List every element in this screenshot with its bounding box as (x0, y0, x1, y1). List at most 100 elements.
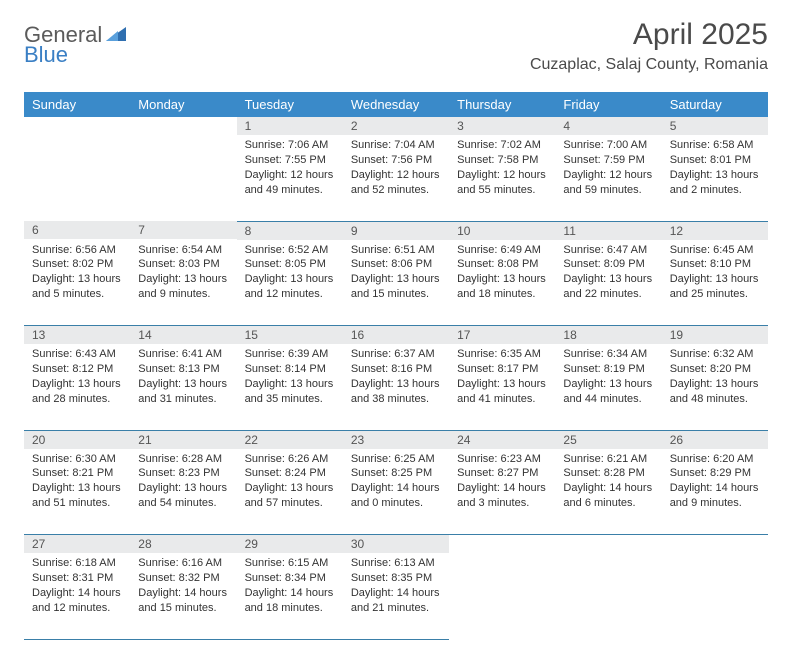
day-number: 3 (449, 117, 555, 135)
day-details: Sunrise: 7:00 AMSunset: 7:59 PMDaylight:… (555, 135, 661, 203)
day-number: 13 (24, 326, 130, 344)
weekday-header: Monday (130, 92, 236, 117)
day-number: 11 (555, 222, 661, 240)
day-number-cell: 29 (237, 535, 343, 554)
daylight: Daylight: 12 hours and 55 minutes. (457, 168, 547, 198)
weekday-header: Tuesday (237, 92, 343, 117)
sunrise: Sunrise: 6:35 AM (457, 347, 547, 362)
day-number-cell: 27 (24, 535, 130, 554)
sunrise: Sunrise: 6:34 AM (563, 347, 653, 362)
daylight: Daylight: 13 hours and 48 minutes. (670, 377, 760, 407)
location: Cuzaplac, Salaj County, Romania (530, 56, 768, 74)
day-number: 1 (237, 117, 343, 135)
sunset: Sunset: 7:56 PM (351, 153, 441, 168)
day-content-cell: Sunrise: 6:16 AMSunset: 8:32 PMDaylight:… (130, 553, 236, 639)
day-number-cell: 17 (449, 326, 555, 345)
day-number-cell: 5 (662, 117, 768, 135)
day-content-cell: Sunrise: 6:35 AMSunset: 8:17 PMDaylight:… (449, 344, 555, 430)
daylight: Daylight: 13 hours and 25 minutes. (670, 272, 760, 302)
day-number-cell (24, 117, 130, 135)
day-details: Sunrise: 6:35 AMSunset: 8:17 PMDaylight:… (449, 344, 555, 412)
day-content-cell (130, 135, 236, 221)
sunrise: Sunrise: 6:25 AM (351, 452, 441, 467)
day-details: Sunrise: 6:21 AMSunset: 8:28 PMDaylight:… (555, 449, 661, 517)
day-number: 16 (343, 326, 449, 344)
calendar-table: SundayMondayTuesdayWednesdayThursdayFrid… (24, 92, 768, 640)
sunrise: Sunrise: 6:30 AM (32, 452, 122, 467)
day-number: 26 (662, 431, 768, 449)
daylight: Daylight: 13 hours and 18 minutes. (457, 272, 547, 302)
day-number-cell: 15 (237, 326, 343, 345)
day-content-cell: Sunrise: 6:41 AMSunset: 8:13 PMDaylight:… (130, 344, 236, 430)
sunset: Sunset: 8:12 PM (32, 362, 122, 377)
daylight: Daylight: 12 hours and 52 minutes. (351, 168, 441, 198)
daylight: Daylight: 13 hours and 28 minutes. (32, 377, 122, 407)
day-content-cell: Sunrise: 6:52 AMSunset: 8:05 PMDaylight:… (237, 240, 343, 326)
day-content-cell: Sunrise: 6:32 AMSunset: 8:20 PMDaylight:… (662, 344, 768, 430)
day-details: Sunrise: 6:54 AMSunset: 8:03 PMDaylight:… (130, 240, 236, 308)
weekday-header: Saturday (662, 92, 768, 117)
day-content-cell: Sunrise: 6:51 AMSunset: 8:06 PMDaylight:… (343, 240, 449, 326)
day-details: Sunrise: 7:04 AMSunset: 7:56 PMDaylight:… (343, 135, 449, 203)
day-details: Sunrise: 6:47 AMSunset: 8:09 PMDaylight:… (555, 240, 661, 308)
daylight: Daylight: 13 hours and 15 minutes. (351, 272, 441, 302)
sunrise: Sunrise: 6:37 AM (351, 347, 441, 362)
daylight: Daylight: 13 hours and 22 minutes. (563, 272, 653, 302)
sunset: Sunset: 8:02 PM (32, 257, 122, 272)
day-content-cell: Sunrise: 6:45 AMSunset: 8:10 PMDaylight:… (662, 240, 768, 326)
daylight: Daylight: 13 hours and 5 minutes. (32, 272, 122, 302)
day-number: 5 (662, 117, 768, 135)
day-number: 19 (662, 326, 768, 344)
day-details: Sunrise: 6:20 AMSunset: 8:29 PMDaylight:… (662, 449, 768, 517)
day-number-cell: 18 (555, 326, 661, 345)
sunset: Sunset: 8:10 PM (670, 257, 760, 272)
sunset: Sunset: 8:27 PM (457, 466, 547, 481)
daylight: Daylight: 13 hours and 44 minutes. (563, 377, 653, 407)
day-content-cell: Sunrise: 7:02 AMSunset: 7:58 PMDaylight:… (449, 135, 555, 221)
day-content-cell: Sunrise: 7:00 AMSunset: 7:59 PMDaylight:… (555, 135, 661, 221)
day-details: Sunrise: 6:45 AMSunset: 8:10 PMDaylight:… (662, 240, 768, 308)
sunset: Sunset: 8:06 PM (351, 257, 441, 272)
day-details: Sunrise: 6:37 AMSunset: 8:16 PMDaylight:… (343, 344, 449, 412)
day-details: Sunrise: 6:30 AMSunset: 8:21 PMDaylight:… (24, 449, 130, 517)
day-details: Sunrise: 6:25 AMSunset: 8:25 PMDaylight:… (343, 449, 449, 517)
weekday-header: Friday (555, 92, 661, 117)
sunrise: Sunrise: 7:00 AM (563, 138, 653, 153)
sunset: Sunset: 8:05 PM (245, 257, 335, 272)
day-details: Sunrise: 6:34 AMSunset: 8:19 PMDaylight:… (555, 344, 661, 412)
sunrise: Sunrise: 6:52 AM (245, 243, 335, 258)
day-details: Sunrise: 6:28 AMSunset: 8:23 PMDaylight:… (130, 449, 236, 517)
sunrise: Sunrise: 6:23 AM (457, 452, 547, 467)
day-content-cell: Sunrise: 6:21 AMSunset: 8:28 PMDaylight:… (555, 449, 661, 535)
sunrise: Sunrise: 7:06 AM (245, 138, 335, 153)
sunset: Sunset: 8:23 PM (138, 466, 228, 481)
day-number-cell: 9 (343, 221, 449, 240)
sunrise: Sunrise: 6:56 AM (32, 243, 122, 258)
day-number-cell: 10 (449, 221, 555, 240)
day-number: 4 (555, 117, 661, 135)
day-number-cell: 30 (343, 535, 449, 554)
day-number-cell: 3 (449, 117, 555, 135)
day-details: Sunrise: 6:52 AMSunset: 8:05 PMDaylight:… (237, 240, 343, 308)
sunset: Sunset: 8:03 PM (138, 257, 228, 272)
day-content-cell: Sunrise: 6:49 AMSunset: 8:08 PMDaylight:… (449, 240, 555, 326)
brand-part2-wrap: Blue (24, 42, 68, 68)
day-number-cell: 23 (343, 430, 449, 449)
sunset: Sunset: 8:35 PM (351, 571, 441, 586)
day-number-cell: 24 (449, 430, 555, 449)
day-content-cell: Sunrise: 6:20 AMSunset: 8:29 PMDaylight:… (662, 449, 768, 535)
daylight: Daylight: 13 hours and 41 minutes. (457, 377, 547, 407)
day-number-cell (130, 117, 236, 135)
sunset: Sunset: 8:01 PM (670, 153, 760, 168)
daylight: Daylight: 13 hours and 2 minutes. (670, 168, 760, 198)
sunrise: Sunrise: 6:47 AM (563, 243, 653, 258)
sunset: Sunset: 8:13 PM (138, 362, 228, 377)
sunset: Sunset: 8:09 PM (563, 257, 653, 272)
daylight: Daylight: 14 hours and 9 minutes. (670, 481, 760, 511)
day-details: Sunrise: 6:23 AMSunset: 8:27 PMDaylight:… (449, 449, 555, 517)
day-content-cell: Sunrise: 6:28 AMSunset: 8:23 PMDaylight:… (130, 449, 236, 535)
weekday-header: Thursday (449, 92, 555, 117)
day-content-cell: Sunrise: 7:04 AMSunset: 7:56 PMDaylight:… (343, 135, 449, 221)
day-details: Sunrise: 7:02 AMSunset: 7:58 PMDaylight:… (449, 135, 555, 203)
sunrise: Sunrise: 6:41 AM (138, 347, 228, 362)
